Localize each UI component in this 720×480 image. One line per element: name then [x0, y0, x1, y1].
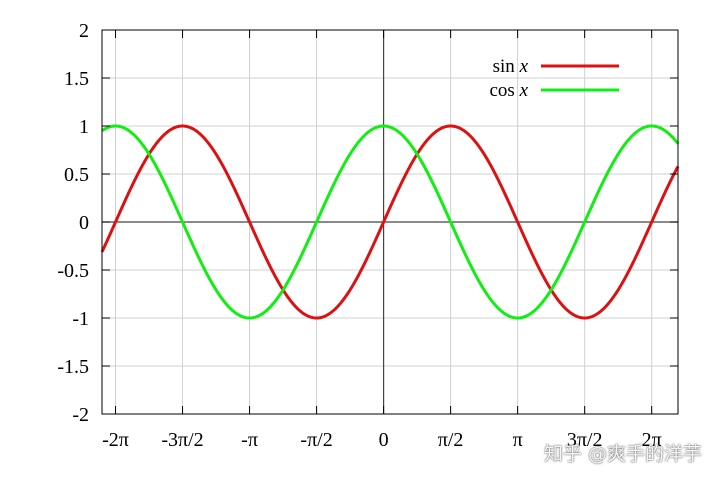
- watermark: 知乎 @爽手的洋芋: [543, 443, 702, 465]
- y-tick-label: 1: [79, 116, 89, 138]
- y-tick-label: -1.5: [57, 356, 89, 378]
- x-tick-label: -π: [241, 429, 258, 451]
- zero-axes: [102, 30, 678, 414]
- x-tick-label: π/2: [438, 429, 464, 451]
- x-tick-label: 3π/2: [567, 429, 603, 451]
- x-tick-labels: -2π -3π/2 -π -π/2 0 π/2 π 3π/2 2π: [102, 429, 662, 451]
- y-tick-label: 0: [79, 212, 89, 234]
- y-tick-label: 0.5: [64, 164, 89, 186]
- y-tick-label: 1.5: [64, 68, 89, 90]
- x-tick-label: -π/2: [300, 429, 332, 451]
- y-tick-label: 2: [79, 20, 89, 42]
- series-line-sin: [100, 124, 680, 320]
- y-tick-labels: 2 1.5 1 0.5 0 -0.5 -1 -1.5 -2: [57, 20, 89, 426]
- x-tick-label: 0: [379, 429, 389, 451]
- legend-label-cos: cos x: [489, 80, 528, 101]
- y-tick-label: -1: [72, 308, 89, 330]
- x-tick-label: 2π: [642, 429, 662, 451]
- series-group: [100, 124, 680, 320]
- x-tick-label: π: [513, 429, 523, 451]
- y-tick-label: -0.5: [57, 260, 89, 282]
- x-tick-label: -2π: [102, 429, 129, 451]
- series-line-cos: [101, 124, 680, 320]
- y-tick-label: -2: [72, 404, 89, 426]
- x-tick-label: -3π/2: [161, 429, 203, 451]
- legend: sin x cos x: [489, 56, 619, 101]
- legend-label-sin: sin x: [493, 56, 529, 77]
- ticks: [102, 29, 678, 415]
